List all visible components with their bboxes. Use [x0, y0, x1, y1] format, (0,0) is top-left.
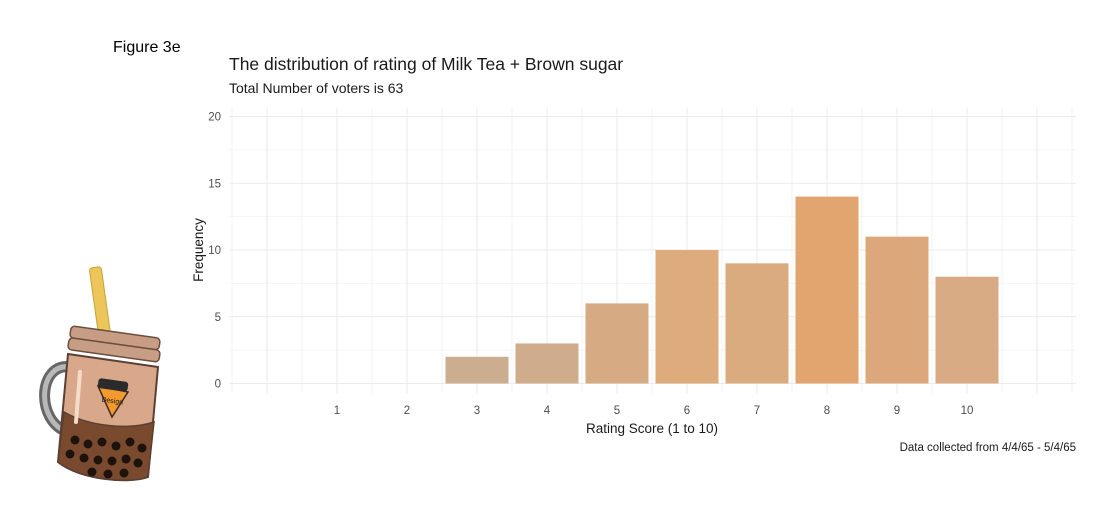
y-axis-label: Frequency — [191, 218, 206, 282]
data-source-caption: Data collected from 4/4/65 - 5/4/65 — [899, 442, 1076, 454]
bar-rating-4 — [515, 343, 579, 384]
chart-subtitle: Total Number of voters is 63 — [229, 80, 404, 96]
x-tick-label: 3 — [474, 405, 480, 417]
tick-labels: 1 2 3 4 5 6 7 8 9 10 0 5 10 15 20 — [208, 112, 973, 418]
bar-rating-6 — [655, 250, 719, 384]
x-tick-label: 8 — [824, 405, 830, 417]
x-tick-label: 5 — [614, 405, 620, 417]
bar-rating-9 — [865, 236, 929, 384]
x-tick-label: 6 — [684, 405, 690, 417]
x-axis-label: Rating Score (1 to 10) — [586, 421, 718, 436]
x-tick-label: 2 — [404, 405, 410, 417]
bar-rating-10 — [935, 276, 999, 384]
x-tick-label: 4 — [544, 405, 551, 417]
bar-rating-7 — [725, 263, 789, 384]
bubble-tea-jar-icon: Design — [39, 266, 161, 482]
bars — [445, 196, 999, 384]
y-tick-label: 0 — [215, 379, 221, 391]
chart-title: The distribution of rating of Milk Tea +… — [229, 54, 624, 74]
bar-rating-5 — [585, 303, 649, 384]
figure-label: Figure 3e — [113, 39, 181, 56]
mascot-badge-text: Design — [101, 397, 124, 407]
y-tick-label: 5 — [215, 312, 221, 324]
x-tick-label: 1 — [334, 405, 340, 417]
y-tick-label: 20 — [208, 112, 221, 124]
bar-rating-3 — [445, 356, 509, 384]
grid-lines — [229, 108, 1076, 393]
bar-rating-8 — [795, 196, 859, 384]
x-tick-label: 7 — [754, 405, 760, 417]
y-tick-label: 15 — [208, 178, 221, 190]
x-tick-label: 10 — [961, 405, 974, 417]
x-tick-label: 9 — [894, 405, 900, 417]
y-tick-label: 10 — [208, 245, 221, 257]
